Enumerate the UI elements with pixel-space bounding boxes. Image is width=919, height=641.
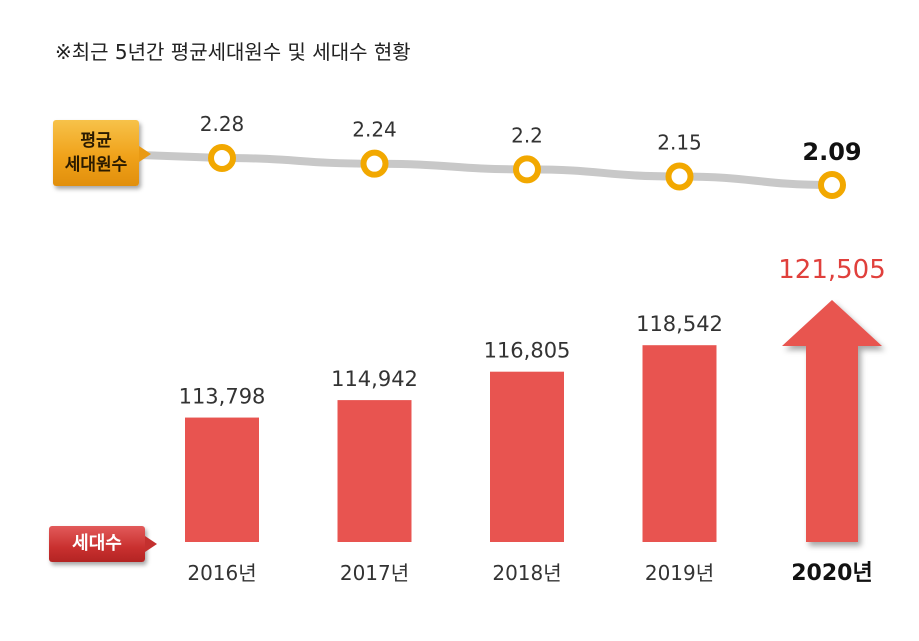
avg-tag-pointer	[139, 146, 151, 162]
x-tick-label: 2018년	[492, 561, 561, 585]
line-value-label: 2.15	[657, 130, 702, 154]
bar-2019년	[642, 345, 717, 542]
bar-2017년	[337, 400, 412, 542]
line-point	[208, 144, 236, 172]
bar-value-label: 118,542	[636, 312, 723, 336]
households-tag-label: 세대수	[72, 533, 122, 554]
bar-value-label: 116,805	[484, 339, 571, 363]
line-value-label: 2.28	[200, 112, 245, 136]
chart-title: ※최근 5년간 평균세대원수 및 세대수 현황	[55, 40, 411, 64]
households-tag-pointer	[145, 536, 157, 552]
avg-tag-line1: 평균	[80, 131, 112, 151]
bar-2016년	[185, 417, 259, 542]
bar-value-label: 121,505	[778, 255, 886, 285]
households-tag: 세대수	[49, 526, 157, 562]
bar-value-label: 113,798	[179, 385, 266, 409]
line-value-label: 2.09	[802, 138, 861, 166]
line-point	[665, 162, 694, 191]
series-line	[136, 151, 836, 189]
bar-value-label: 114,942	[331, 367, 418, 391]
avg-tag-line2: 세대원수	[64, 155, 128, 175]
bar-arrow-2020	[782, 300, 882, 542]
line-value-label: 2.24	[352, 118, 397, 142]
x-tick-label: 2019년	[645, 561, 714, 585]
line-point	[513, 155, 541, 184]
x-tick-label: 2020년	[791, 561, 872, 586]
line-point	[360, 149, 389, 178]
avg-household-size-tag: 평균 세대원수	[53, 120, 151, 186]
line-value-label: 2.2	[511, 123, 543, 147]
x-tick-label: 2017년	[340, 561, 409, 585]
bar-2018년	[490, 371, 564, 542]
x-tick-label: 2016년	[187, 561, 256, 585]
line-point	[818, 171, 846, 199]
